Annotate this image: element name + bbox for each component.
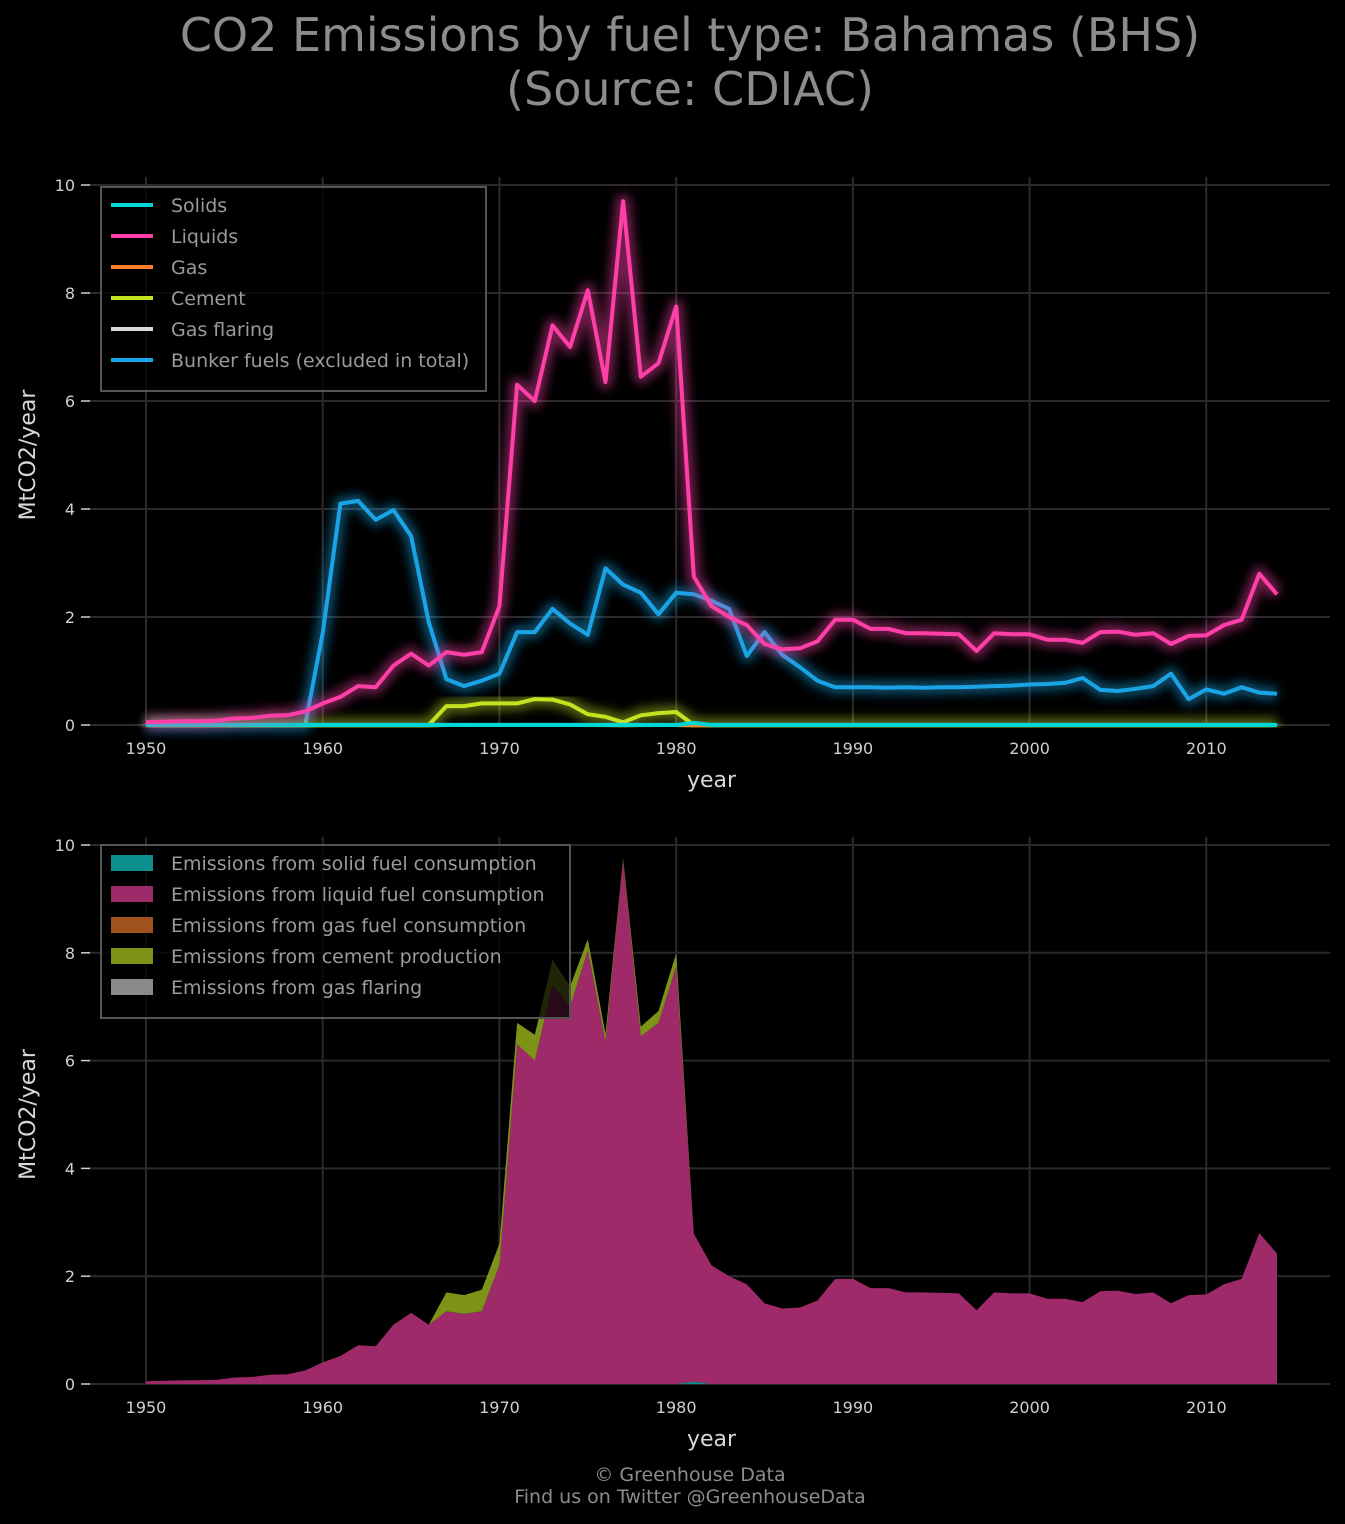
line-chart-ylabel: MtCO2/year (16, 389, 41, 521)
area-chart-legend-swatch-emissions-from-cement-production (111, 948, 153, 964)
line-chart-legend-label-liquids: Liquids (171, 226, 238, 248)
line-chart-ytick-8: 8 (65, 284, 75, 303)
area-chart-xlabel: year (687, 1427, 737, 1452)
line-chart-legend-label-gas: Gas (171, 257, 207, 279)
area-chart-legend-label-emissions-from-solid-fuel-consumption: Emissions from solid fuel consumption (171, 853, 537, 875)
line-chart-ytick-10: 10 (55, 176, 75, 195)
area-chart-ytick-10: 10 (55, 836, 75, 855)
chart-title-line1: CO2 Emissions by fuel type: Bahamas (BHS… (179, 8, 1201, 62)
series-line-liquids (145, 199, 1279, 725)
area-chart-ytick-2: 2 (65, 1267, 75, 1286)
line-chart-xlabel: year (687, 768, 737, 793)
line-chart-legend-label-cement: Cement (171, 288, 246, 310)
line-chart-xtick-2000: 2000 (1009, 739, 1050, 758)
line-chart-xtick-1960: 1960 (302, 739, 343, 758)
series-line-solids (146, 720, 1277, 727)
area-chart-xtick-2000: 2000 (1009, 1398, 1050, 1417)
chart-title-line2: (Source: CDIAC) (506, 62, 874, 116)
area-chart-legend-label-emissions-from-cement-production: Emissions from cement production (171, 946, 502, 968)
line-chart-xtick-1950: 1950 (126, 739, 167, 758)
line-chart-panel: 1950 1960 1970 1980 1990 2000 2010 0 2 4 6 8 10 year M… (16, 176, 1330, 793)
area-chart-legend-swatch-emissions-from-gas-flaring (111, 979, 153, 995)
line-chart-legend-label-solids: Solids (171, 195, 227, 217)
area-chart-legend-swatch-emissions-from-gas-fuel-consumption (111, 917, 153, 933)
area-chart-legend-label-emissions-from-gas-fuel-consumption: Emissions from gas fuel consumption (171, 915, 526, 937)
area-chart-ytick-8: 8 (65, 944, 75, 963)
footer: © Greenhouse Data Find us on Twitter @Gr… (0, 1464, 1345, 1508)
area-chart-series (146, 858, 1277, 1384)
area-chart-panel: 1950 1960 1970 1980 1990 2000 2010 0 2 4 6 8 10 year M… (16, 836, 1330, 1452)
line-chart-legend-label-bunker-fuels-excluded-in-total: Bunker fuels (excluded in total) (171, 350, 469, 372)
footer-copyright: © Greenhouse Data (594, 1464, 786, 1486)
line-chart-series (145, 194, 1283, 732)
line-chart-xtick-1990: 1990 (833, 739, 874, 758)
line-chart-ytick-2: 2 (65, 608, 75, 627)
chart-title: CO2 Emissions by fuel type: Bahamas (BHS… (0, 8, 1345, 116)
line-chart-ytick-6: 6 (65, 392, 75, 411)
line-chart-legend-label-gas-flaring: Gas flaring (171, 319, 274, 341)
area-chart-xtick-1980: 1980 (656, 1398, 697, 1417)
line-chart-ytick-0: 0 (65, 716, 75, 735)
area-chart-legend-label-emissions-from-liquid-fuel-consumption: Emissions from liquid fuel consumption (171, 884, 545, 906)
area-chart-xtick-1950: 1950 (126, 1398, 167, 1417)
area-chart-xtick-2010: 2010 (1186, 1398, 1227, 1417)
area-chart-xtick-1970: 1970 (479, 1398, 520, 1417)
line-chart-xtick-1970: 1970 (479, 739, 520, 758)
area-emissions-from-liquid-fuel-consumption (146, 861, 1277, 1384)
area-chart-ylabel: MtCO2/year (16, 1048, 41, 1180)
line-chart-xtick-1980: 1980 (656, 739, 697, 758)
area-chart-ytick-0: 0 (65, 1375, 75, 1394)
area-chart-legend-label-emissions-from-gas-flaring: Emissions from gas flaring (171, 977, 422, 999)
area-chart-xtick-1960: 1960 (302, 1398, 343, 1417)
area-chart-legend-swatch-emissions-from-solid-fuel-consumption (111, 855, 153, 871)
area-chart-ytick-4: 4 (65, 1159, 75, 1178)
area-chart-legend-swatch-emissions-from-liquid-fuel-consumption (111, 886, 153, 902)
line-chart-ytick-4: 4 (65, 500, 75, 519)
area-chart-legend-box (100, 844, 571, 1019)
line-chart-xtick-2010: 2010 (1186, 739, 1227, 758)
line-chart-legend-box (100, 186, 487, 392)
footer-twitter: Find us on Twitter @GreenhouseData (514, 1486, 866, 1508)
area-chart-ytick-6: 6 (65, 1052, 75, 1071)
area-chart-xtick-1990: 1990 (833, 1398, 874, 1417)
